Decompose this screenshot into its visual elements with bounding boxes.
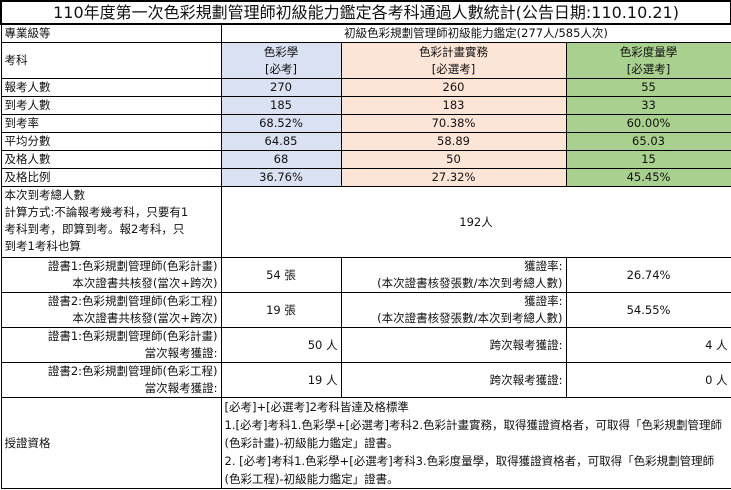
table-row: 報考人數 270 260 55	[0, 78, 731, 97]
row-value: 68.52%	[220, 114, 342, 133]
row-label: 到考率	[0, 114, 222, 133]
cross-label: 跨次報考獲證:	[340, 362, 567, 398]
current-label: 證書2:色彩規劃管理師(色彩工程) 當次報考獲證:	[0, 362, 222, 398]
subject-header: 色彩計畫實務 [必選考]	[340, 42, 567, 79]
row-label: 平均分數	[0, 132, 222, 151]
cross-count: 4 人	[565, 327, 731, 363]
row-value: 58.89	[340, 132, 567, 151]
current-count: 19 人	[220, 362, 342, 398]
row-label: 到考人數	[0, 96, 222, 115]
row-value: 185	[220, 96, 342, 115]
qualification-text: [必考]+[必選考]2考科皆達及格標準 1.[必考]考科1.色彩學+[必選考]考科…	[220, 397, 731, 489]
row-value: 33	[565, 96, 731, 115]
row-value: 60.00%	[565, 114, 731, 133]
row-value: 260	[340, 78, 567, 97]
row-value: 50	[340, 150, 567, 169]
subject-header: 色彩學 [必考]	[220, 42, 342, 79]
row-value: 64.85	[220, 132, 342, 151]
qualification-label: 授證資格	[0, 397, 222, 489]
cert-rate-label: 獲證率: (本次證書核發張數/本次到考總人數)	[340, 257, 567, 293]
row-value: 70.38%	[340, 114, 567, 133]
page-title: 110年度第一次色彩規劃管理師初級能力鑑定各考科通過人數統計(公告日期:110.…	[0, 0, 731, 25]
cert-label: 證書1:色彩規劃管理師(色彩計畫) 本次證書共核發(當次+跨次)	[0, 257, 222, 293]
level-label: 專業級等	[0, 23, 222, 43]
cert-count: 19 張	[220, 292, 342, 328]
cross-label: 跨次報考獲證:	[340, 327, 567, 363]
current-label: 證書1:色彩規劃管理師(色彩計畫) 當次報考獲證:	[0, 327, 222, 363]
level-value: 初級色彩規劃管理師初級能力鑑定(277人/585人次)	[220, 23, 731, 43]
cross-count: 0 人	[565, 362, 731, 398]
current-count: 50 人	[220, 327, 342, 363]
cert-label: 證書2:色彩規劃管理師(色彩工程) 本次證書共核發(當次+跨次)	[0, 292, 222, 328]
row-value: 270	[220, 78, 342, 97]
row-value: 68	[220, 150, 342, 169]
row-value: 65.03	[565, 132, 731, 151]
row-value: 45.45%	[565, 168, 731, 187]
table-row: 及格人數 68 50 15	[0, 150, 731, 169]
cert-rate: 26.74%	[565, 257, 731, 293]
table-row: 平均分數 64.85 58.89 65.03	[0, 132, 731, 151]
row-value: 36.76%	[220, 168, 342, 187]
row-value: 55	[565, 78, 731, 97]
cert-rate: 54.55%	[565, 292, 731, 328]
table-row: 到考率 68.52% 70.38% 60.00%	[0, 114, 731, 133]
total-value: 192人	[220, 186, 731, 258]
table-row: 到考人數 185 183 33	[0, 96, 731, 115]
row-value: 27.32%	[340, 168, 567, 187]
cert-rate-label: 獲證率: (本次證書核發張數/本次到考總人數)	[340, 292, 567, 328]
subject-label: 考科	[0, 42, 222, 79]
row-label: 報考人數	[0, 78, 222, 97]
row-value: 15	[565, 150, 731, 169]
subject-header: 色彩度量學 [必選考]	[565, 42, 731, 79]
row-label: 及格比例	[0, 168, 222, 187]
total-label: 本次到考總人數 計算方式:不論報考幾考科，只要有1 考科到考，即算到考。報2考科，只…	[0, 186, 222, 258]
row-label: 及格人數	[0, 150, 222, 169]
cert-count: 54 張	[220, 257, 342, 293]
row-value: 183	[340, 96, 567, 115]
table-row: 及格比例 36.76% 27.32% 45.45%	[0, 168, 731, 187]
